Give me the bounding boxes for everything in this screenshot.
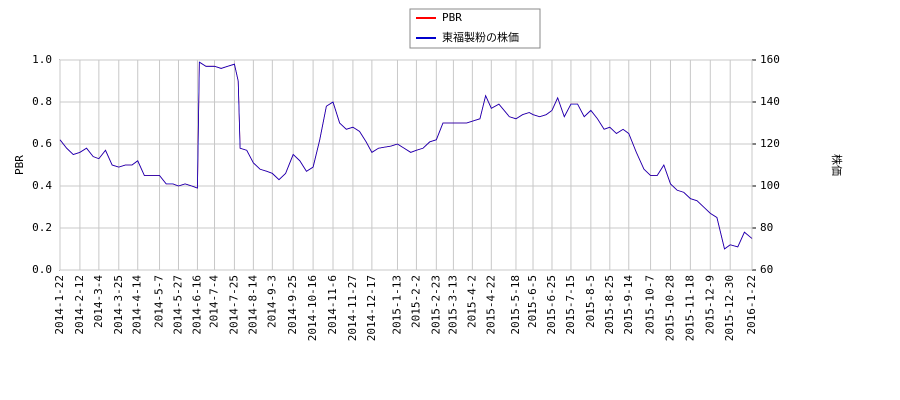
y-tick-label: 0.4 bbox=[32, 179, 52, 192]
x-tick-label: 2014-6-16 bbox=[190, 275, 203, 335]
x-tick-label: 2015-4-2 bbox=[465, 275, 478, 328]
x-tick-label: 2014-4-14 bbox=[131, 275, 144, 335]
y2-tick-label: 120 bbox=[760, 137, 780, 150]
x-tick-label: 2014-8-14 bbox=[246, 275, 259, 335]
y2-tick-label: 60 bbox=[760, 263, 773, 276]
x-tick-label: 2014-7-4 bbox=[208, 275, 221, 328]
y2-tick-label: 160 bbox=[760, 53, 780, 66]
y-tick-label: 1.0 bbox=[32, 53, 52, 66]
x-tick-label: 2014-1-22 bbox=[53, 275, 66, 335]
x-tick-label: 2014-2-12 bbox=[73, 275, 86, 335]
y2-tick-label: 80 bbox=[760, 221, 773, 234]
x-tick-label: 2015-1-13 bbox=[390, 275, 403, 335]
x-tick-label: 2014-7-25 bbox=[227, 275, 240, 335]
y-axis-label: PBR bbox=[13, 155, 26, 175]
x-tick-label: 2014-9-25 bbox=[286, 275, 299, 335]
x-tick-label: 2015-10-7 bbox=[644, 275, 657, 335]
x-tick-label: 2014-3-25 bbox=[112, 275, 125, 335]
x-tick-label: 2014-5-7 bbox=[153, 275, 166, 328]
x-tick-label: 2015-2-23 bbox=[429, 275, 442, 335]
x-tick-label: 2015-12-9 bbox=[703, 275, 716, 335]
x-tick-label: 2015-6-5 bbox=[526, 275, 539, 328]
x-tick-label: 2014-10-16 bbox=[306, 275, 319, 341]
x-tick-label: 2015-11-18 bbox=[683, 275, 696, 341]
x-tick-label: 2015-5-18 bbox=[509, 275, 522, 335]
y2-tick-label: 140 bbox=[760, 95, 780, 108]
x-tick-label: 2014-11-6 bbox=[326, 275, 339, 335]
plot-frame bbox=[59, 59, 753, 271]
legend-label: PBR bbox=[442, 11, 462, 24]
x-tick-label: 2015-10-28 bbox=[663, 275, 676, 341]
series-line bbox=[59, 61, 753, 250]
legend-label: 東福製粉の株価 bbox=[442, 30, 519, 44]
x-tick-label: 2016-1-22 bbox=[745, 275, 758, 335]
x-tick-label: 2015-8-25 bbox=[603, 275, 616, 335]
y-tick-label: 0.0 bbox=[32, 263, 52, 276]
y2-axis-label: 株価 bbox=[830, 154, 844, 176]
x-tick-label: 2015-2-2 bbox=[409, 275, 422, 328]
x-tick-label: 2014-5-27 bbox=[171, 275, 184, 335]
x-tick-label: 2015-12-30 bbox=[723, 275, 736, 341]
x-tick-label: 2014-9-3 bbox=[265, 275, 278, 328]
x-tick-label: 2015-3-13 bbox=[446, 275, 459, 335]
x-tick-label: 2014-3-4 bbox=[92, 275, 105, 328]
x-tick-label: 2015-8-5 bbox=[584, 275, 597, 328]
x-tick-label: 2015-9-14 bbox=[622, 275, 635, 335]
y2-tick-label: 100 bbox=[760, 179, 780, 192]
y-tick-label: 0.2 bbox=[32, 221, 52, 234]
x-tick-label: 2015-6-25 bbox=[545, 275, 558, 335]
x-tick-label: 2014-12-17 bbox=[365, 275, 378, 341]
y-tick-label: 0.8 bbox=[32, 95, 52, 108]
y-tick-label: 0.6 bbox=[32, 137, 52, 150]
x-tick-label: 2015-4-22 bbox=[484, 275, 497, 335]
x-tick-label: 2014-11-27 bbox=[346, 275, 359, 341]
legend bbox=[409, 8, 541, 49]
series-line bbox=[59, 61, 753, 250]
x-tick-label: 2015-7-15 bbox=[564, 275, 577, 335]
